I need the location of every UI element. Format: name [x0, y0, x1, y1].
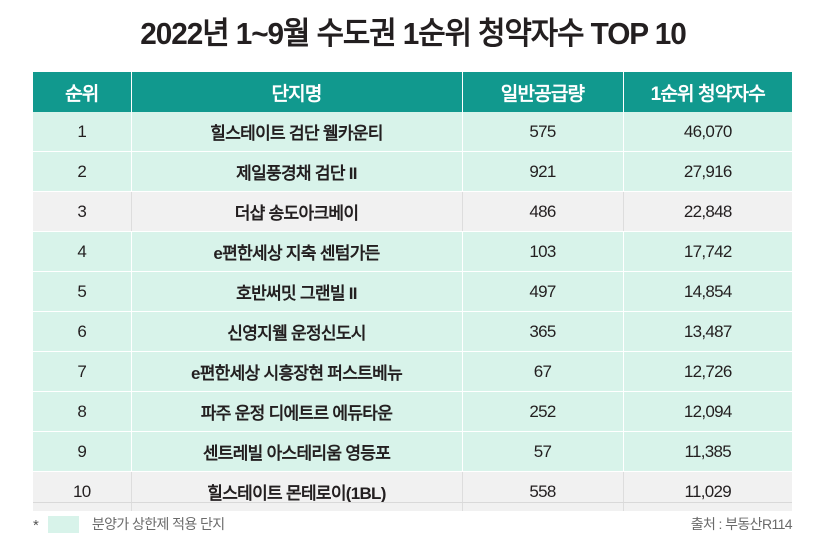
source-credit: 출처 : 부동산R114 — [690, 516, 793, 532]
table-row: 5 호반써밋 그랜빌 II 497 14,854 — [33, 271, 792, 312]
cell-name: 호반써밋 그랜빌 II — [131, 271, 463, 312]
footer: * 분양가 상한제 적용 단지 출처 : 부동산R114 — [33, 511, 793, 537]
cell-rank: 3 — [33, 191, 132, 232]
cell-rank: 5 — [33, 271, 132, 312]
ranking-table-container: 순위 단지명 일반공급량 1순위 청약자수 1 힐스테이트 검단 웰카운티 575 4… — [33, 72, 792, 511]
cell-applicants: 12,726 — [623, 351, 792, 392]
table-row: 6 신영지웰 운정신도시 365 13,487 — [33, 311, 792, 352]
cell-supply: 921 — [462, 151, 624, 192]
cell-rank: 9 — [33, 431, 132, 472]
table-bottom-divider — [33, 502, 792, 503]
cell-applicants: 13,487 — [623, 311, 792, 352]
cell-rank: 7 — [33, 351, 132, 392]
legend-color-swatch — [47, 515, 79, 533]
asterisk-icon: * — [33, 516, 39, 534]
cell-supply: 252 — [462, 391, 624, 432]
column-header-rank: 순위 — [33, 72, 132, 112]
cell-supply: 575 — [462, 112, 624, 152]
cell-rank: 6 — [33, 311, 132, 352]
cell-supply: 67 — [462, 351, 624, 392]
table-header-row: 순위 단지명 일반공급량 1순위 청약자수 — [33, 72, 792, 112]
table-row: 3 더샵 송도아크베이 486 22,848 — [33, 191, 792, 232]
cell-name: 더샵 송도아크베이 — [131, 191, 463, 232]
table-row: 2 제일풍경채 검단 II 921 27,916 — [33, 151, 792, 192]
cell-rank: 10 — [33, 471, 132, 511]
cell-name: 제일풍경채 검단 II — [131, 151, 463, 192]
legend-label: 분양가 상한제 적용 단지 — [91, 516, 225, 532]
cell-name: 신영지웰 운정신도시 — [131, 311, 463, 352]
cell-supply: 558 — [462, 471, 624, 511]
cell-supply: 486 — [462, 191, 624, 232]
cell-rank: 8 — [33, 391, 132, 432]
cell-applicants: 11,029 — [623, 471, 792, 511]
column-header-applicants: 1순위 청약자수 — [623, 72, 792, 112]
table-row: 1 힐스테이트 검단 웰카운티 575 46,070 — [33, 112, 792, 152]
cell-applicants: 17,742 — [623, 231, 792, 272]
cell-supply: 497 — [462, 271, 624, 312]
table-row: 8 파주 운정 디에트르 에듀타운 252 12,094 — [33, 391, 792, 432]
cell-applicants: 11,385 — [623, 431, 792, 472]
cell-applicants: 46,070 — [623, 112, 792, 152]
column-header-name: 단지명 — [131, 72, 463, 112]
table-row: 7 e편한세상 시흥장현 퍼스트베뉴 67 12,726 — [33, 351, 792, 392]
table-body: 1 힐스테이트 검단 웰카운티 575 46,070 2 제일풍경채 검단 II 921 27… — [33, 112, 792, 511]
table-header: 순위 단지명 일반공급량 1순위 청약자수 — [33, 72, 792, 112]
cell-rank: 1 — [33, 112, 132, 152]
table-row: 10 힐스테이트 몬테로이(1BL) 558 11,029 — [33, 471, 792, 511]
cell-applicants: 27,916 — [623, 151, 792, 192]
cell-applicants: 12,094 — [623, 391, 792, 432]
ranking-table: 순위 단지명 일반공급량 1순위 청약자수 1 힐스테이트 검단 웰카운티 575 4… — [33, 72, 792, 511]
cell-rank: 2 — [33, 151, 132, 192]
legend: * 분양가 상한제 적용 단지 — [33, 511, 225, 537]
cell-supply: 103 — [462, 231, 624, 272]
cell-name: e편한세상 지축 센텀가든 — [131, 231, 463, 272]
cell-name: 센트레빌 아스테리움 영등포 — [131, 431, 463, 472]
cell-rank: 4 — [33, 231, 132, 272]
cell-supply: 365 — [462, 311, 624, 352]
cell-supply: 57 — [462, 431, 624, 472]
cell-applicants: 22,848 — [623, 191, 792, 232]
cell-name: e편한세상 시흥장현 퍼스트베뉴 — [131, 351, 463, 392]
table-row: 9 센트레빌 아스테리움 영등포 57 11,385 — [33, 431, 792, 472]
cell-name: 힐스테이트 몬테로이(1BL) — [131, 471, 463, 511]
cell-applicants: 14,854 — [623, 271, 792, 312]
table-row: 4 e편한세상 지축 센텀가든 103 17,742 — [33, 231, 792, 272]
cell-name: 파주 운정 디에트르 에듀타운 — [131, 391, 463, 432]
cell-name: 힐스테이트 검단 웰카운티 — [131, 112, 463, 152]
page-title: 2022년 1~9월 수도권 1순위 청약자수 TOP 10 — [140, 16, 687, 51]
column-header-supply: 일반공급량 — [462, 72, 624, 112]
